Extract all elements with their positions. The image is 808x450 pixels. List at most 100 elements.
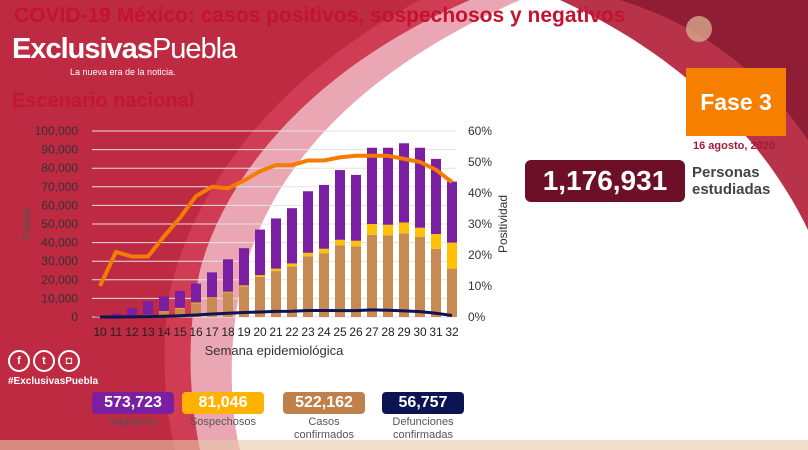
stat-label-negativos: Negativos [108,416,158,428]
total-label-1: Personas [692,164,760,181]
bar-negativos [175,290,185,308]
bar-negativos [367,147,377,224]
seal-icon [686,16,712,42]
x-tick-label: 22 [285,325,299,339]
bar-sospechosos [351,240,361,247]
y2-tick-label: 40% [468,186,492,200]
y-tick-label: 20,000 [41,273,78,287]
bar-negativos [383,147,393,225]
y2-tick-label: 60% [468,124,492,138]
bar-casos-confirmados [255,276,265,317]
y-axis-label: Casos [19,207,33,241]
x-tick-label: 19 [237,325,251,339]
x-tick-label: 10 [93,325,107,339]
watermark-tagline: La nueva era de la noticia. [70,67,176,77]
x-tick-label: 14 [157,325,171,339]
x-tick-label: 24 [317,325,331,339]
watermark-part2: Puebla [151,33,237,65]
bar-casos-confirmados [351,246,361,317]
bar-negativos [399,143,409,223]
bar-casos-confirmados [415,237,425,317]
bar-sospechosos [335,239,345,246]
facebook-icon[interactable]: f [8,350,30,372]
y-tick-label: 0 [71,310,78,324]
bar-negativos [255,229,265,276]
x-tick-label: 28 [381,325,395,339]
x-tick-label: 11 [110,325,123,339]
bar-casos-confirmados [431,248,441,317]
subtitle: Escenario nacional [12,90,195,112]
bar-negativos [431,158,441,235]
y-tick-label: 60,000 [41,198,78,212]
chart-title: COVID-19 México: casos positivos, sospec… [14,4,626,27]
bar-casos-confirmados [159,311,169,317]
bar-sospechosos [415,227,425,238]
bar-casos-confirmados [319,253,329,317]
bar-sospechosos [399,222,409,234]
stat-sospechosos: 81,046 [182,392,264,414]
bar-negativos [303,191,313,253]
y-tick-label: 70,000 [41,180,78,194]
twitter-icon[interactable]: t [33,350,55,372]
bar-sospechosos [383,224,393,236]
bar-sospechosos [303,252,313,257]
watermark-logo: ExclusivasPuebla [12,33,237,65]
x-tick-label: 25 [333,325,347,339]
line-positividad [98,153,454,287]
bar-sospechosos [255,275,265,277]
x-tick-label: 15 [173,325,187,339]
x-axis-label: Semana epidemiológica [205,343,345,358]
bar-negativos [239,248,249,286]
stat-negativos: 573,723 [92,392,174,414]
bar-negativos [447,181,457,243]
bar-negativos [271,218,281,269]
bar-casos-confirmados [335,245,345,317]
x-tick-label: 31 [429,325,443,339]
salud-text: SALUD [716,18,781,39]
bar-sospechosos [191,302,201,304]
y2-tick-label: 50% [468,155,492,169]
y2-tick-label: 30% [468,217,492,231]
bar-negativos [335,170,345,240]
salud-logo: SALUD [686,16,780,42]
bar-casos-confirmados [207,298,217,317]
x-tick-label: 16 [189,325,203,339]
phase-badge: Fase 3 [686,68,786,136]
bar-casos-confirmados [239,286,249,317]
bar-negativos [223,259,233,292]
bar-negativos [111,313,121,317]
date: 16 agosto, 2020 [693,140,775,152]
bar-casos-confirmados [287,266,297,317]
x-tick-label: 12 [125,325,139,339]
bar-casos-confirmados [191,303,201,317]
social-icons: f t ◘ [8,350,80,372]
y2-tick-label: 0% [468,310,486,324]
total-label-2: estudiadas [692,181,771,198]
bar-sospechosos [271,268,281,272]
bar-negativos [351,174,361,241]
bar-casos-confirmados [223,292,233,317]
bar-sospechosos [367,224,377,235]
bar-negativos [127,308,137,316]
x-tick-label: 29 [397,325,411,339]
bar-negativos [287,208,297,264]
bar-sospechosos [239,285,249,287]
x-tick-label: 27 [365,325,379,339]
bar-negativos [207,272,217,298]
bar-negativos [191,283,201,303]
stat-confirmados: 522,162 [283,392,365,414]
y-tick-label: 30,000 [41,254,78,268]
instagram-icon[interactable]: ◘ [58,350,80,372]
stat-label-sospechosos: Sospechosos [189,416,257,428]
bar-sospechosos [175,307,185,309]
total-studied: 1,176,931 [525,160,685,202]
y2-tick-label: 20% [468,248,492,262]
y-tick-label: 50,000 [41,217,78,231]
x-tick-label: 21 [269,325,283,339]
y-tick-label: 90,000 [41,143,78,157]
x-tick-label: 18 [221,325,235,339]
x-tick-label: 17 [205,325,219,339]
line-defunciones [100,308,453,319]
x-tick-label: 30 [413,325,427,339]
